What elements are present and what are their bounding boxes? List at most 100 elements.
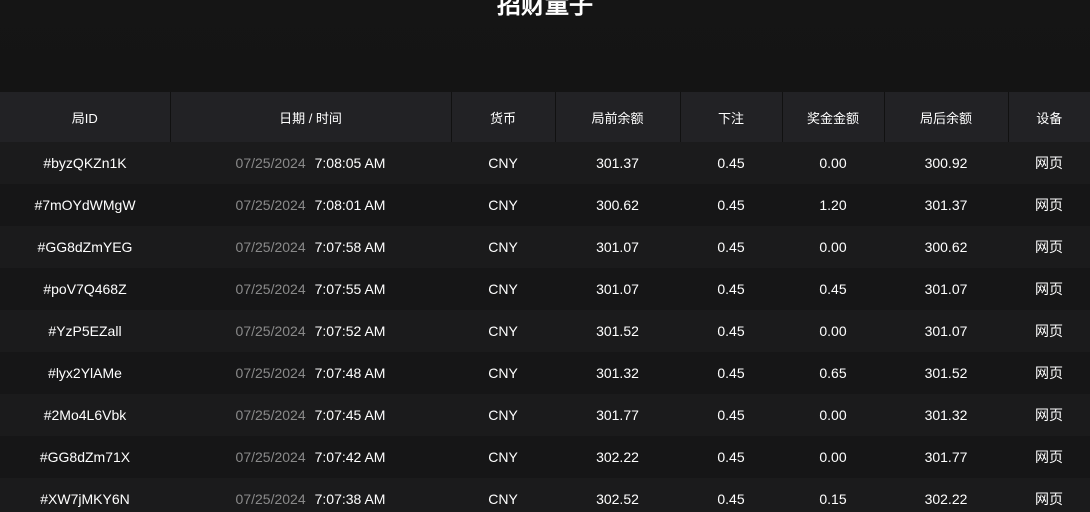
table-cell: 0.45 bbox=[680, 142, 782, 184]
table-cell: #GG8dZmYEG bbox=[0, 226, 170, 268]
table-cell: 301.32 bbox=[884, 394, 1008, 436]
table-cell: 300.62 bbox=[555, 184, 680, 226]
page-title: 招财童子 bbox=[497, 0, 593, 19]
table-cell: 301.52 bbox=[555, 310, 680, 352]
header-row: 局ID 日期 / 时间 货币 局前余额 下注 奖金金额 局后余额 设备 bbox=[0, 92, 1090, 142]
datetime-cell: 07/25/2024 7:07:48 AM bbox=[170, 352, 451, 394]
table-cell: 302.52 bbox=[555, 478, 680, 512]
time: 7:07:38 AM bbox=[314, 491, 386, 507]
table-cell: 301.52 bbox=[884, 352, 1008, 394]
time: 7:07:52 AM bbox=[314, 323, 386, 339]
table-cell: #poV7Q468Z bbox=[0, 268, 170, 310]
time: 7:07:48 AM bbox=[314, 365, 386, 381]
table-cell: 网页 bbox=[1008, 436, 1090, 478]
time: 7:07:42 AM bbox=[314, 449, 386, 465]
table-cell: 0.45 bbox=[782, 268, 884, 310]
datetime-cell: 07/25/2024 7:07:38 AM bbox=[170, 478, 451, 512]
table-cell: 301.77 bbox=[884, 436, 1008, 478]
column-header: 局后余额 bbox=[883, 92, 1008, 142]
datetime-cell: 07/25/2024 7:07:55 AM bbox=[170, 268, 451, 310]
column-header: 局前余额 bbox=[554, 92, 680, 142]
table-cell: 302.22 bbox=[884, 478, 1008, 512]
column-header: 局ID bbox=[0, 92, 170, 142]
table-cell: 网页 bbox=[1008, 226, 1090, 268]
table-cell: 301.37 bbox=[555, 142, 680, 184]
time: 7:07:45 AM bbox=[314, 407, 386, 423]
time: 7:08:05 AM bbox=[314, 155, 386, 171]
table-cell: CNY bbox=[451, 142, 555, 184]
table-body: #byzQKZn1K 07/25/2024 7:08:05 AM CNY 301.37 0… bbox=[0, 142, 1090, 512]
date: 07/25/2024 bbox=[235, 365, 306, 381]
table-cell: #7mOYdWMgW bbox=[0, 184, 170, 226]
table-cell: CNY bbox=[451, 184, 555, 226]
table-cell: 0.45 bbox=[680, 268, 782, 310]
table-cell: CNY bbox=[451, 436, 555, 478]
table-cell: CNY bbox=[451, 478, 555, 512]
table-cell: 0.00 bbox=[782, 310, 884, 352]
table-row: #byzQKZn1K 07/25/2024 7:08:05 AM CNY 301.37 0… bbox=[0, 142, 1090, 184]
table-cell: CNY bbox=[451, 310, 555, 352]
datetime-cell: 07/25/2024 7:08:01 AM bbox=[170, 184, 451, 226]
table-row: #poV7Q468Z 07/25/2024 7:07:55 AM CNY 301.07 0… bbox=[0, 268, 1090, 310]
table-cell: 300.92 bbox=[884, 142, 1008, 184]
date: 07/25/2024 bbox=[235, 155, 306, 171]
table-cell: #lyx2YlAMe bbox=[0, 352, 170, 394]
date: 07/25/2024 bbox=[235, 197, 306, 213]
table-cell: 网页 bbox=[1008, 478, 1090, 512]
table-row: #GG8dZm71X 07/25/2024 7:07:42 AM CNY 302.22 0… bbox=[0, 436, 1090, 478]
datetime-cell: 07/25/2024 7:08:05 AM bbox=[170, 142, 451, 184]
table-cell: 301.37 bbox=[884, 184, 1008, 226]
datetime-cell: 07/25/2024 7:07:58 AM bbox=[170, 226, 451, 268]
table-cell: 0.00 bbox=[782, 142, 884, 184]
time: 7:07:58 AM bbox=[314, 239, 386, 255]
date: 07/25/2024 bbox=[235, 281, 306, 297]
column-header: 货币 bbox=[450, 92, 555, 142]
table-row: #YzP5EZall 07/25/2024 7:07:52 AM CNY 301.52 0… bbox=[0, 310, 1090, 352]
datetime-cell: 07/25/2024 7:07:45 AM bbox=[170, 394, 451, 436]
table-cell: 301.77 bbox=[555, 394, 680, 436]
column-header: 设备 bbox=[1007, 92, 1090, 142]
table-cell: CNY bbox=[451, 268, 555, 310]
table-cell: 0.00 bbox=[782, 226, 884, 268]
table-cell: #byzQKZn1K bbox=[0, 142, 170, 184]
table-cell: 0.45 bbox=[680, 352, 782, 394]
table-cell: 1.20 bbox=[782, 184, 884, 226]
table-cell: #XW7jMKY6N bbox=[0, 478, 170, 512]
table-cell: 0.65 bbox=[782, 352, 884, 394]
table-row: #GG8dZmYEG 07/25/2024 7:07:58 AM CNY 301.07 0… bbox=[0, 226, 1090, 268]
table-cell: 300.62 bbox=[884, 226, 1008, 268]
date: 07/25/2024 bbox=[235, 239, 306, 255]
datetime-cell: 07/25/2024 7:07:42 AM bbox=[170, 436, 451, 478]
table-cell: #GG8dZm71X bbox=[0, 436, 170, 478]
table-cell: 0.45 bbox=[680, 478, 782, 512]
time: 7:08:01 AM bbox=[314, 197, 386, 213]
table-row: #7mOYdWMgW 07/25/2024 7:08:01 AM CNY 300.62 0… bbox=[0, 184, 1090, 226]
table-cell: CNY bbox=[451, 394, 555, 436]
table-cell: 301.07 bbox=[884, 268, 1008, 310]
table-cell: 0.00 bbox=[782, 436, 884, 478]
table-cell: 网页 bbox=[1008, 142, 1090, 184]
column-header: 奖金金额 bbox=[781, 92, 884, 142]
table-cell: 网页 bbox=[1008, 394, 1090, 436]
table-cell: 0.45 bbox=[680, 394, 782, 436]
time: 7:07:55 AM bbox=[314, 281, 386, 297]
table-row: #XW7jMKY6N 07/25/2024 7:07:38 AM CNY 302.52 0… bbox=[0, 478, 1090, 512]
table-cell: 0.45 bbox=[680, 310, 782, 352]
table-row: #lyx2YlAMe 07/25/2024 7:07:48 AM CNY 301.32 0… bbox=[0, 352, 1090, 394]
table-cell: 网页 bbox=[1008, 184, 1090, 226]
table-cell: CNY bbox=[451, 352, 555, 394]
table-cell: 302.22 bbox=[555, 436, 680, 478]
table-cell: 网页 bbox=[1008, 352, 1090, 394]
table-cell: 0.45 bbox=[680, 226, 782, 268]
date: 07/25/2024 bbox=[235, 323, 306, 339]
table-cell: CNY bbox=[451, 226, 555, 268]
column-header: 下注 bbox=[679, 92, 782, 142]
table-cell: 网页 bbox=[1008, 310, 1090, 352]
table-cell: 0.45 bbox=[680, 184, 782, 226]
table-cell: 301.32 bbox=[555, 352, 680, 394]
table-cell: #YzP5EZall bbox=[0, 310, 170, 352]
table-cell: #2Mo4L6Vbk bbox=[0, 394, 170, 436]
table-cell: 301.07 bbox=[555, 226, 680, 268]
table-cell: 301.07 bbox=[884, 310, 1008, 352]
